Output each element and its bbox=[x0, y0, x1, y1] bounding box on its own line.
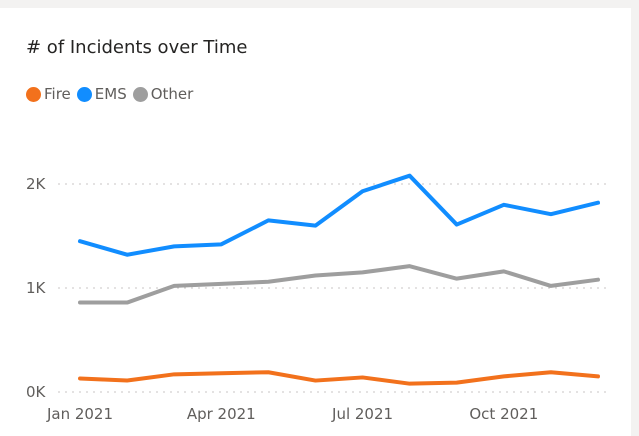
series-line-fire[interactable] bbox=[78, 370, 600, 386]
y-tick-1k: 1K bbox=[26, 279, 47, 297]
chart-series-lines[interactable] bbox=[78, 173, 600, 386]
chart-title: # of Incidents over Time bbox=[26, 37, 248, 58]
chart-legend[interactable]: Fire EMS Other bbox=[26, 82, 193, 106]
series-line-other[interactable] bbox=[78, 264, 600, 305]
line-chart-svg[interactable]: 0K 1K 2K Jan 2021 Apr 2021 Jul 2021 Oct … bbox=[0, 8, 639, 436]
y-tick-0k: 0K bbox=[26, 383, 47, 401]
x-tick-jul-2021: Jul 2021 bbox=[331, 405, 393, 423]
horizontal-grid-lines bbox=[58, 183, 606, 393]
legend-item-fire[interactable]: Fire bbox=[26, 85, 71, 103]
x-tick-oct-2021: Oct 2021 bbox=[469, 405, 538, 423]
x-tick-jan-2021: Jan 2021 bbox=[46, 405, 113, 423]
x-tick-apr-2021: Apr 2021 bbox=[187, 405, 256, 423]
ems-legend-marker-icon bbox=[76, 86, 92, 102]
ems-legend-label: EMS bbox=[94, 85, 127, 103]
fire-legend-marker-icon bbox=[26, 86, 41, 102]
legend-item-ems[interactable]: EMS bbox=[76, 85, 127, 103]
other-legend-label: Other bbox=[150, 85, 194, 103]
other-legend-marker-icon bbox=[132, 86, 148, 102]
series-line-ems[interactable] bbox=[78, 173, 600, 257]
y-axis-tick-labels: 0K 1K 2K bbox=[26, 175, 47, 401]
fire-legend-label: Fire bbox=[44, 85, 71, 103]
legend-item-other[interactable]: Other bbox=[132, 85, 194, 103]
x-axis-tick-labels: Jan 2021 Apr 2021 Jul 2021 Oct 2021 bbox=[46, 405, 538, 423]
y-tick-2k: 2K bbox=[26, 175, 47, 193]
